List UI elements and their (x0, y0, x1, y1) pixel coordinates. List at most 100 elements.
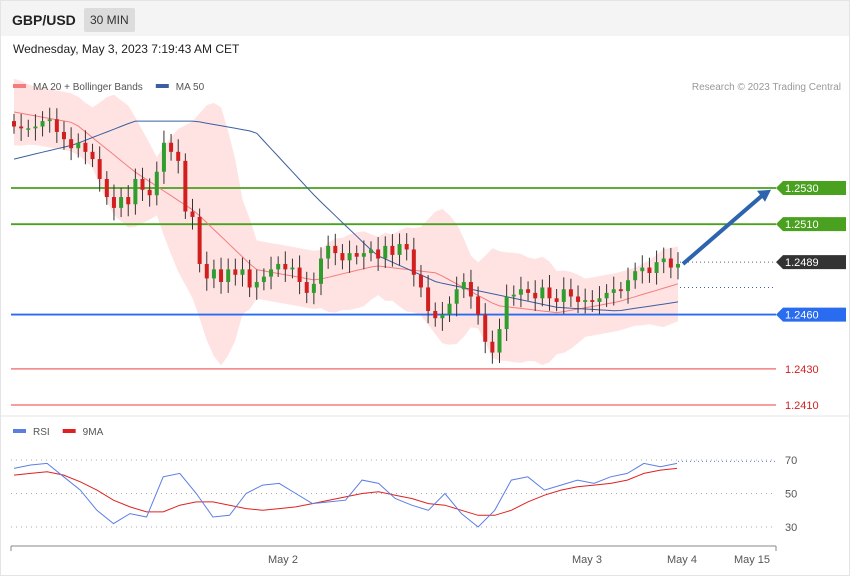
bullish-candle (226, 269, 231, 283)
bearish-candle (104, 178, 109, 198)
resistance-label: 1.2510 (785, 219, 819, 231)
bullish-candle (290, 267, 295, 270)
credit-label: Research © 2023 Trading Central (692, 82, 841, 93)
bearish-candle (126, 197, 131, 205)
legend-swatch (13, 84, 26, 88)
bullish-candle (261, 276, 266, 283)
bearish-candle (204, 263, 209, 279)
rsi-tick-label: 70 (785, 455, 797, 467)
x-tick-label: May 15 (734, 554, 770, 566)
x-tick-label: May 2 (268, 554, 298, 566)
bullish-candle (269, 269, 274, 277)
bearish-candle (97, 159, 102, 179)
rsi-tick-label: 50 (785, 489, 797, 501)
pivot-tag (776, 307, 846, 322)
bullish-candle (40, 121, 45, 127)
bullish-candle (276, 263, 281, 270)
ma50-line (13, 120, 679, 312)
bearish-candle (54, 119, 59, 132)
chart-header: GBP/USD 30 MIN (1, 1, 849, 36)
bullish-candle (461, 282, 466, 290)
bearish-candle (526, 289, 531, 293)
bullish-candle (611, 289, 616, 293)
bullish-candle (240, 269, 245, 275)
bearish-candle (647, 267, 652, 273)
legend-rsi-label: RSI (33, 427, 50, 438)
bearish-candle (190, 211, 195, 217)
bearish-candle (568, 289, 573, 297)
resistance-label: 1.2530 (785, 183, 819, 195)
pivot-label: 1.2460 (785, 310, 819, 322)
bullish-candle (654, 262, 659, 273)
bullish-candle (26, 128, 31, 130)
bearish-candle (590, 300, 595, 302)
bullish-candle (119, 197, 124, 208)
datetime-label: Wednesday, May 3, 2023 7:19:43 AM CET (13, 42, 240, 56)
bullish-candle (347, 253, 352, 261)
bullish-candle (561, 289, 566, 302)
bearish-candle (354, 253, 359, 257)
bearish-candle (426, 287, 431, 311)
bullish-candle (76, 142, 81, 149)
bullish-candle (154, 171, 159, 196)
bearish-candle (490, 341, 495, 353)
bullish-candle (47, 119, 52, 122)
bearish-candle (411, 249, 416, 275)
bearish-candle (69, 139, 74, 149)
x-tick-label: May 4 (667, 554, 697, 566)
forecast-arrow-head (757, 189, 771, 202)
bullish-candle (604, 292, 609, 299)
bearish-candle (233, 269, 238, 275)
bullish-candle (518, 289, 523, 295)
bullish-candle (626, 280, 631, 292)
bearish-candle (418, 274, 423, 288)
legend-swatch (155, 84, 169, 88)
resistance-tag (776, 181, 846, 195)
bearish-candle (219, 269, 224, 283)
bearish-candle (340, 253, 345, 261)
bearish-candle (19, 126, 24, 129)
bullish-candle (133, 178, 138, 205)
support-label: 1.2410 (785, 400, 819, 412)
bearish-candle (297, 267, 302, 283)
legend-ma20-label: MA 20 + Bollinger Bands (33, 82, 143, 93)
ma20-line (13, 111, 679, 314)
bullish-candle (368, 249, 373, 254)
bearish-candle (468, 282, 473, 297)
bullish-candle (211, 269, 216, 279)
bullish-candle (497, 329, 502, 353)
bollinger-band-area (14, 78, 678, 366)
bearish-candle (176, 151, 181, 161)
bearish-candle (483, 314, 488, 342)
bullish-candle (361, 253, 366, 257)
bullish-candle (254, 282, 259, 288)
bearish-candle (668, 258, 673, 268)
bullish-candle (633, 271, 638, 281)
bullish-candle (583, 300, 588, 302)
bullish-candle (640, 267, 645, 272)
legend-swatch (62, 429, 76, 433)
bearish-candle (533, 292, 538, 299)
bullish-candle (319, 258, 324, 284)
bearish-candle (247, 269, 252, 288)
resistance-tag (776, 217, 846, 232)
bullish-candle (511, 294, 516, 297)
bullish-candle (447, 303, 452, 315)
timeframe-button[interactable]: 30 MIN (84, 8, 135, 32)
bearish-candle (169, 142, 174, 152)
x-tick-label: May 3 (572, 554, 602, 566)
rsi-line (13, 462, 678, 528)
bullish-candle (326, 245, 331, 259)
bearish-candle (111, 197, 116, 208)
bullish-candle (311, 283, 316, 293)
current-price-label: 1.2489 (785, 257, 819, 269)
bullish-candle (454, 289, 459, 304)
bearish-candle (61, 131, 66, 140)
bullish-candle (661, 258, 666, 263)
bearish-candle (83, 142, 88, 152)
bullish-candle (33, 126, 38, 129)
legend-ma50-label: MA 50 (176, 82, 205, 93)
bearish-candle (304, 282, 309, 293)
bullish-candle (397, 244, 402, 255)
bearish-candle (576, 296, 581, 302)
